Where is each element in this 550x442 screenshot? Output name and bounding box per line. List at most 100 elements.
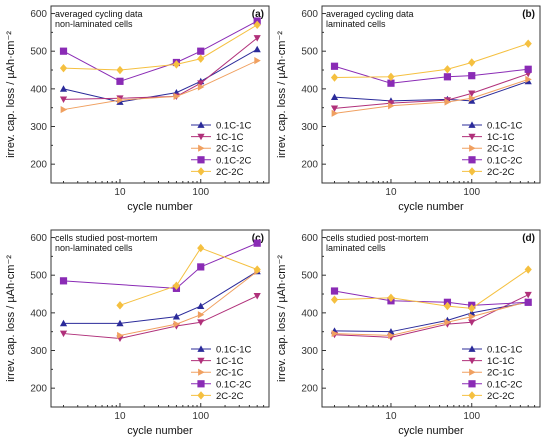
- series-line: [334, 290, 529, 306]
- legend-marker: [469, 144, 476, 152]
- y-tick-label: 200: [301, 160, 318, 171]
- legend-marker: [468, 167, 476, 176]
- data-point: [330, 287, 339, 295]
- x-axis-title: cycle number: [398, 201, 464, 213]
- data-point: [59, 319, 68, 327]
- series-0.1C-1C: [59, 267, 261, 327]
- x-axis-title: cycle number: [127, 425, 193, 437]
- y-tick-label: 300: [301, 122, 318, 133]
- series-line: [63, 242, 258, 289]
- panel-c: 200 300 400 500 600 10 100 cycle number irrev. c…: [5, 229, 270, 437]
- data-point: [387, 72, 395, 81]
- plot-frame: [50, 5, 270, 184]
- y-tick-label: 300: [301, 346, 318, 357]
- data-point: [197, 47, 205, 55]
- legend-marker: [468, 345, 476, 352]
- series-line: [334, 301, 529, 336]
- legend-label: 0.1C-2C: [216, 379, 252, 390]
- data-point: [388, 102, 395, 110]
- series-0.1C-1C: [330, 77, 532, 104]
- data-point: [197, 243, 205, 253]
- data-point: [59, 96, 68, 103]
- data-point: [524, 65, 532, 73]
- series-line: [334, 65, 529, 84]
- legend-label: 2C-2C: [216, 167, 244, 178]
- series-1C-1C: [59, 293, 261, 343]
- data-point: [59, 85, 68, 92]
- data-point: [197, 54, 205, 63]
- legend-label: 0.1C-2C: [487, 379, 523, 390]
- legend-marker: [198, 368, 205, 376]
- data-point: [172, 60, 181, 69]
- x-tick-label: 100: [192, 411, 209, 422]
- legend-label: 1C-1C: [487, 356, 515, 367]
- y-tick-label: 200: [30, 160, 47, 171]
- legend-label: 0.1C-1C: [487, 345, 523, 356]
- y-axis-title: irrev. cap. loss / µAh·cm⁻²: [276, 31, 288, 158]
- data-point: [253, 293, 261, 300]
- data-point: [330, 295, 339, 304]
- data-point: [468, 90, 476, 97]
- data-point: [254, 57, 261, 65]
- data-point: [524, 39, 532, 48]
- panel-annotation: laminated cells: [326, 243, 386, 253]
- legend-marker: [468, 133, 476, 141]
- data-point: [444, 98, 452, 106]
- series-line: [63, 295, 258, 339]
- data-point: [117, 96, 124, 104]
- legend-marker: [468, 357, 476, 365]
- y-tick-label: 400: [30, 84, 47, 95]
- data-point: [197, 263, 205, 271]
- legend-label: 0.1C-1C: [216, 121, 252, 132]
- panel-letter: (c): [252, 233, 264, 244]
- data-point: [330, 105, 339, 113]
- legend-label: 0.1C-2C: [216, 155, 252, 166]
- data-point: [331, 329, 339, 338]
- series-2C-1C: [331, 75, 532, 117]
- series-2C-1C: [117, 267, 261, 340]
- data-point: [59, 330, 68, 338]
- data-point: [253, 35, 261, 42]
- data-point: [197, 83, 205, 91]
- x-axis-title: cycle number: [398, 425, 464, 437]
- series-line: [334, 301, 529, 333]
- y-axis-title: irrev. cap. loss / µAh·cm⁻²: [276, 255, 288, 382]
- data-point: [331, 109, 339, 117]
- data-point: [253, 265, 261, 274]
- panel-annotation: averaged cycling data: [55, 9, 143, 19]
- x-tick-label: 100: [463, 411, 480, 422]
- data-point: [330, 73, 339, 82]
- data-point: [468, 304, 476, 313]
- data-point: [59, 47, 68, 55]
- data-point: [253, 20, 261, 30]
- data-point: [173, 320, 181, 328]
- data-point: [59, 63, 68, 73]
- y-tick-label: 200: [301, 384, 318, 395]
- series-0.1C-2C: [330, 62, 532, 87]
- data-point: [444, 318, 452, 326]
- y-tick-label: 400: [30, 308, 47, 319]
- plot-frame: [50, 229, 270, 408]
- legend-label: 2C-2C: [216, 391, 244, 402]
- y-tick-label: 600: [301, 233, 318, 244]
- panel-annotation: averaged cycling data: [326, 9, 414, 19]
- data-point: [116, 65, 124, 75]
- series-line: [334, 269, 529, 309]
- data-point: [468, 94, 476, 102]
- data-point: [468, 319, 476, 326]
- y-tick-label: 500: [30, 47, 47, 58]
- legend-marker: [197, 133, 205, 141]
- series-line: [63, 20, 258, 82]
- plot-frame: [321, 229, 541, 408]
- y-tick-label: 300: [30, 122, 47, 133]
- data-point: [117, 331, 124, 340]
- data-point: [387, 100, 395, 107]
- legend-label: 2C-1C: [216, 368, 244, 379]
- series-line: [63, 24, 258, 71]
- panel-b: 200 300 400 500 600 10 100 cycle number irrev. c…: [276, 5, 541, 213]
- data-point: [387, 79, 395, 87]
- data-point: [172, 281, 181, 290]
- data-point: [197, 319, 205, 326]
